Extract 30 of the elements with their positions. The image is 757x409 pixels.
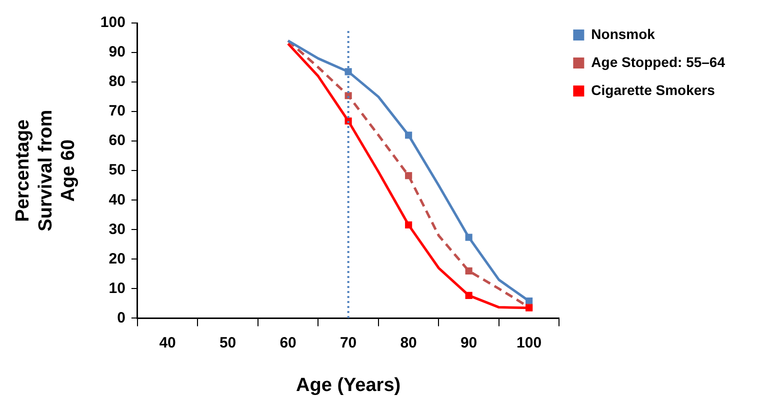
x-tick-label: 100 (516, 334, 542, 352)
x-axis-title: Age (Years) (296, 374, 401, 396)
x-tick-label: 60 (280, 334, 296, 352)
point (465, 234, 472, 241)
y-tick-label: 0 (117, 309, 126, 326)
legend-label: Age Stopped: 55–64 (591, 54, 726, 70)
y-tick-label: 50 (108, 162, 126, 179)
legend-label: Cigarette Smokers (591, 82, 716, 98)
point (465, 267, 472, 275)
point (465, 292, 472, 300)
y-tick-label: 40 (108, 191, 126, 208)
y-axis-title: Percentage Survival from Age 60 (12, 110, 80, 232)
y-tick-label: 70 (108, 102, 126, 120)
x-tick-label: 70 (340, 334, 357, 352)
y-tick-label: 10 (108, 280, 126, 297)
point (405, 172, 412, 180)
y-tick-label: 80 (108, 73, 126, 90)
y-tick-label: 60 (108, 132, 126, 150)
y-tick-label: 90 (108, 44, 126, 61)
point (344, 68, 352, 76)
x-tick-label: 90 (460, 334, 478, 352)
point (405, 221, 412, 228)
point (405, 132, 412, 139)
y-tick-label: 30 (108, 220, 126, 238)
legend-label: Nonsmok (591, 26, 656, 42)
y-tick-label: 100 (100, 14, 126, 32)
x-tick-label: 40 (159, 334, 176, 352)
x-tick-label: 80 (400, 334, 417, 352)
y-tick-label: 20 (108, 250, 126, 268)
x-tick-label: 50 (219, 334, 236, 352)
